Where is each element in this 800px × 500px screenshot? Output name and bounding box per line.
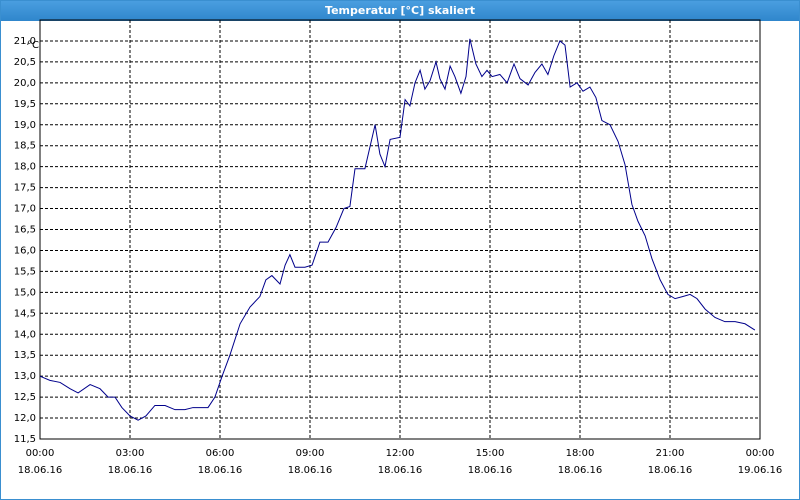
x-tick-label: 21:00 (656, 448, 685, 459)
y-tick-label: 14,0 (14, 329, 36, 340)
y-tick-label: 19,5 (14, 99, 36, 110)
data-line (39, 38, 756, 421)
y-tick-label: 13,5 (14, 350, 36, 361)
x-tick-date: 18.06.16 (378, 465, 423, 476)
y-tick-label: 13,0 (14, 371, 36, 382)
y-tick-label: 18,5 (14, 141, 36, 152)
x-tick-date: 18.06.16 (648, 465, 693, 476)
x-tick-date: 18.06.16 (558, 465, 603, 476)
x-tick-date: 18.06.16 (18, 465, 63, 476)
y-tick-label: 20,0 (14, 78, 36, 89)
y-tick-label: 12,0 (14, 413, 36, 424)
x-tick-date: 18.06.16 (108, 465, 153, 476)
y-tick-label: 17,0 (14, 204, 36, 215)
y-tick-label: 11,5 (14, 434, 36, 445)
y-tick-label: 12,5 (14, 392, 36, 403)
x-tick-label: 03:00 (116, 448, 145, 459)
title-bar: Temperatur [°C] skaliert (1, 1, 799, 21)
x-tick-label: 12:00 (386, 448, 415, 459)
y-tick-label: 18,0 (14, 162, 36, 173)
y-tick-label: 16,0 (14, 245, 36, 256)
y-unit-label: °C (27, 40, 39, 51)
y-tick-label: 21,0 (14, 36, 36, 47)
y-tick-label: 19,0 (14, 120, 36, 131)
y-tick-label: 17,5 (14, 183, 36, 194)
x-tick-date: 19.06.16 (738, 465, 783, 476)
y-tick-label: 15,5 (14, 266, 36, 277)
y-tick-label: 16,5 (14, 225, 36, 236)
x-tick-label: 15:00 (476, 448, 505, 459)
x-tick-label: 18:00 (566, 448, 595, 459)
y-tick-label: 20,5 (14, 57, 36, 68)
y-tick-label: 15,0 (14, 287, 36, 298)
x-tick-label: 09:00 (296, 448, 325, 459)
x-tick-label: 06:00 (206, 448, 235, 459)
x-tick-date: 18.06.16 (468, 465, 513, 476)
y-tick-label: 14,5 (14, 308, 36, 319)
x-tick-date: 18.06.16 (198, 465, 243, 476)
plot-border (39, 19, 761, 440)
x-tick-date: 18.06.16 (288, 465, 333, 476)
x-tick-label: 00:00 (26, 448, 55, 459)
x-tick-label: 00:00 (746, 448, 775, 459)
